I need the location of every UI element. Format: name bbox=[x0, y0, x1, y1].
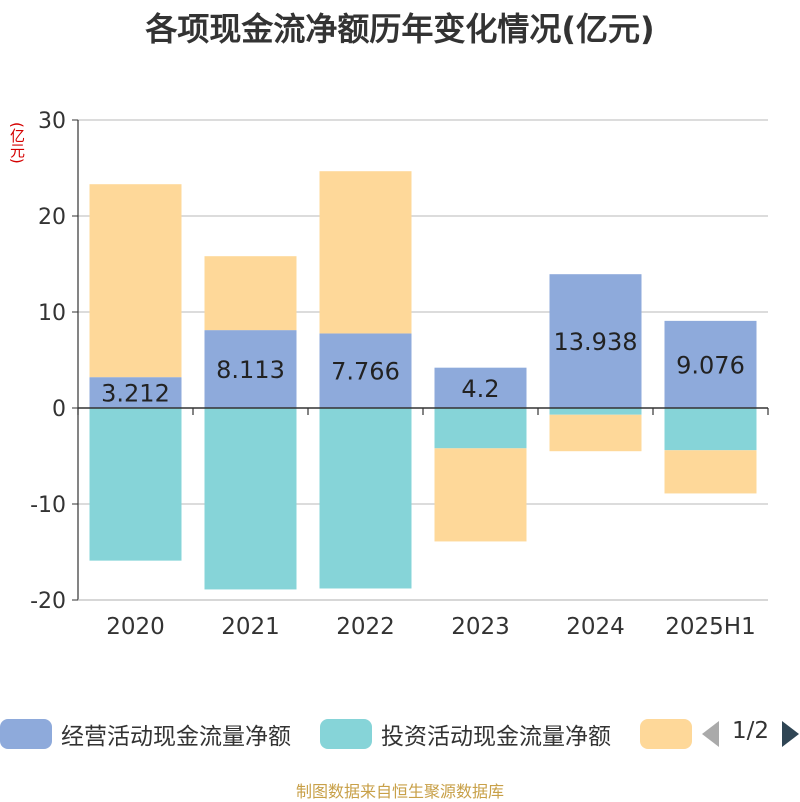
data-label-operating: 7.766 bbox=[331, 358, 400, 386]
y-tick-label: 10 bbox=[38, 301, 66, 326]
y-tick-label: 0 bbox=[52, 397, 66, 422]
pager-prev-icon[interactable] bbox=[702, 721, 719, 747]
data-label-operating: 3.212 bbox=[101, 380, 170, 408]
x-tick-label: 2023 bbox=[451, 614, 510, 640]
bar-financing-2022 bbox=[319, 171, 412, 334]
x-tick-label: 2024 bbox=[566, 614, 625, 640]
bar-investing-2025H1 bbox=[664, 408, 757, 451]
legend-item-financing-cashflow[interactable] bbox=[640, 716, 692, 752]
legend-label-operating: 经营活动现金流量净额 bbox=[61, 724, 291, 750]
bar-operating-2025H1 bbox=[664, 320, 757, 408]
pager-page-indicator: 1/2 bbox=[732, 718, 770, 744]
bar-operating-2024 bbox=[549, 274, 642, 408]
data-source-note: 制图数据来自恒生聚源数据库 bbox=[295, 782, 504, 801]
x-tick-label: 2020 bbox=[106, 614, 165, 640]
x-tick-label: 2025H1 bbox=[665, 614, 755, 640]
bar-investing-2021 bbox=[204, 408, 297, 590]
x-tick-label: 2022 bbox=[336, 614, 395, 640]
bar-financing-2024 bbox=[549, 414, 642, 452]
y-tick-label: -20 bbox=[30, 589, 66, 614]
chart-title: 各项现金流净额历年变化情况(亿元) bbox=[145, 10, 655, 48]
bar-financing-2025H1 bbox=[664, 450, 757, 494]
data-label-operating: 13.938 bbox=[554, 328, 638, 356]
y-tick-label: 30 bbox=[38, 109, 66, 134]
bar-investing-2020 bbox=[89, 408, 182, 561]
bar-investing-2022 bbox=[319, 408, 412, 589]
bar-financing-2023 bbox=[434, 448, 527, 542]
bar-operating-2020 bbox=[89, 377, 182, 408]
bar-operating-2022 bbox=[319, 333, 412, 408]
legend-pager: 1/2 bbox=[700, 716, 800, 752]
bar-investing-2024 bbox=[549, 408, 642, 415]
legend-item-investing-cashflow[interactable]: 投资活动现金流量净额 bbox=[320, 716, 611, 752]
legend-swatch-investing bbox=[320, 719, 372, 749]
pager-next-icon[interactable] bbox=[782, 721, 799, 747]
bar-financing-2020 bbox=[89, 184, 182, 378]
legend-swatch-operating bbox=[0, 719, 52, 749]
y-axis-unit-label: (亿元) bbox=[8, 122, 26, 164]
legend: 经营活动现金流量净额 投资活动现金流量净额 bbox=[0, 716, 800, 752]
data-label-operating: 9.076 bbox=[676, 351, 745, 379]
x-tick-label: 2021 bbox=[221, 614, 280, 640]
data-label-operating: 4.2 bbox=[461, 375, 499, 403]
legend-swatch-financing bbox=[640, 719, 692, 749]
legend-label-investing: 投资活动现金流量净额 bbox=[381, 724, 611, 750]
data-label-operating: 8.113 bbox=[216, 356, 285, 384]
y-tick-label: -10 bbox=[30, 493, 66, 518]
y-tick-label: 20 bbox=[38, 205, 66, 230]
bar-operating-2023 bbox=[434, 367, 527, 408]
bar-operating-2021 bbox=[204, 330, 297, 408]
bar-financing-2021 bbox=[204, 256, 297, 331]
legend-item-operating-cashflow[interactable]: 经营活动现金流量净额 bbox=[0, 716, 291, 752]
bar-investing-2023 bbox=[434, 408, 527, 449]
